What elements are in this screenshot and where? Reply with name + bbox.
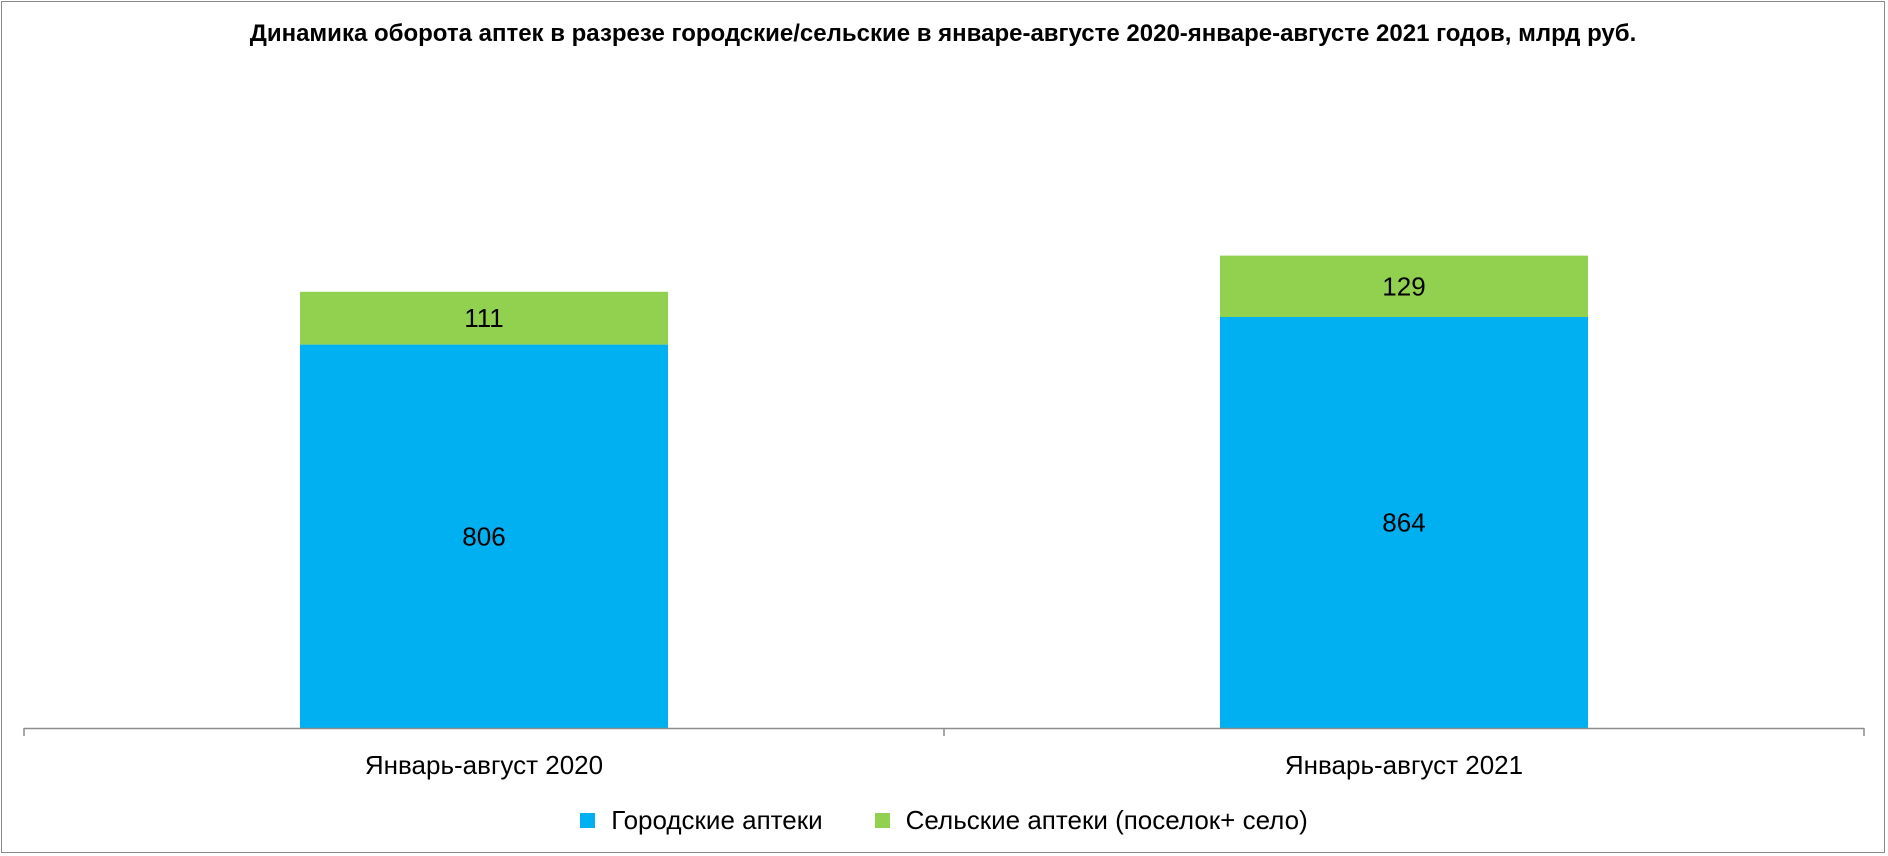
legend-item-urban: Городские аптеки (580, 805, 823, 836)
legend-label-urban: Городские аптеки (611, 805, 823, 835)
x-tick-label-2: Январь-август 2021 (1285, 750, 1523, 780)
bar-segment-urban-1 (300, 344, 668, 728)
legend-label-rural: Сельские аптеки (поселок+ село) (905, 805, 1308, 835)
bar-segment-rural-1 (300, 291, 668, 345)
chart-title: Динамика оборота аптек в разрезе городск… (249, 20, 1637, 47)
data-label-rural-1: 111 (464, 303, 504, 333)
data-label-urban-1: 806 (462, 521, 505, 551)
x-tick-label-1: Январь-август 2020 (365, 750, 603, 780)
bar-segment-urban-2 (1220, 316, 1588, 728)
legend-item-rural: Сельские аптеки (поселок+ село) (874, 805, 1308, 836)
data-label-rural-2: 129 (1382, 271, 1425, 301)
data-label-urban-2: 864 (1382, 507, 1425, 537)
legend-swatch-rural (874, 813, 890, 828)
legend-swatch-urban (580, 813, 596, 828)
bar-segment-rural-2 (1220, 255, 1588, 317)
chart-legend: Городские аптеки Сельские аптеки (поселок… (0, 805, 1888, 836)
